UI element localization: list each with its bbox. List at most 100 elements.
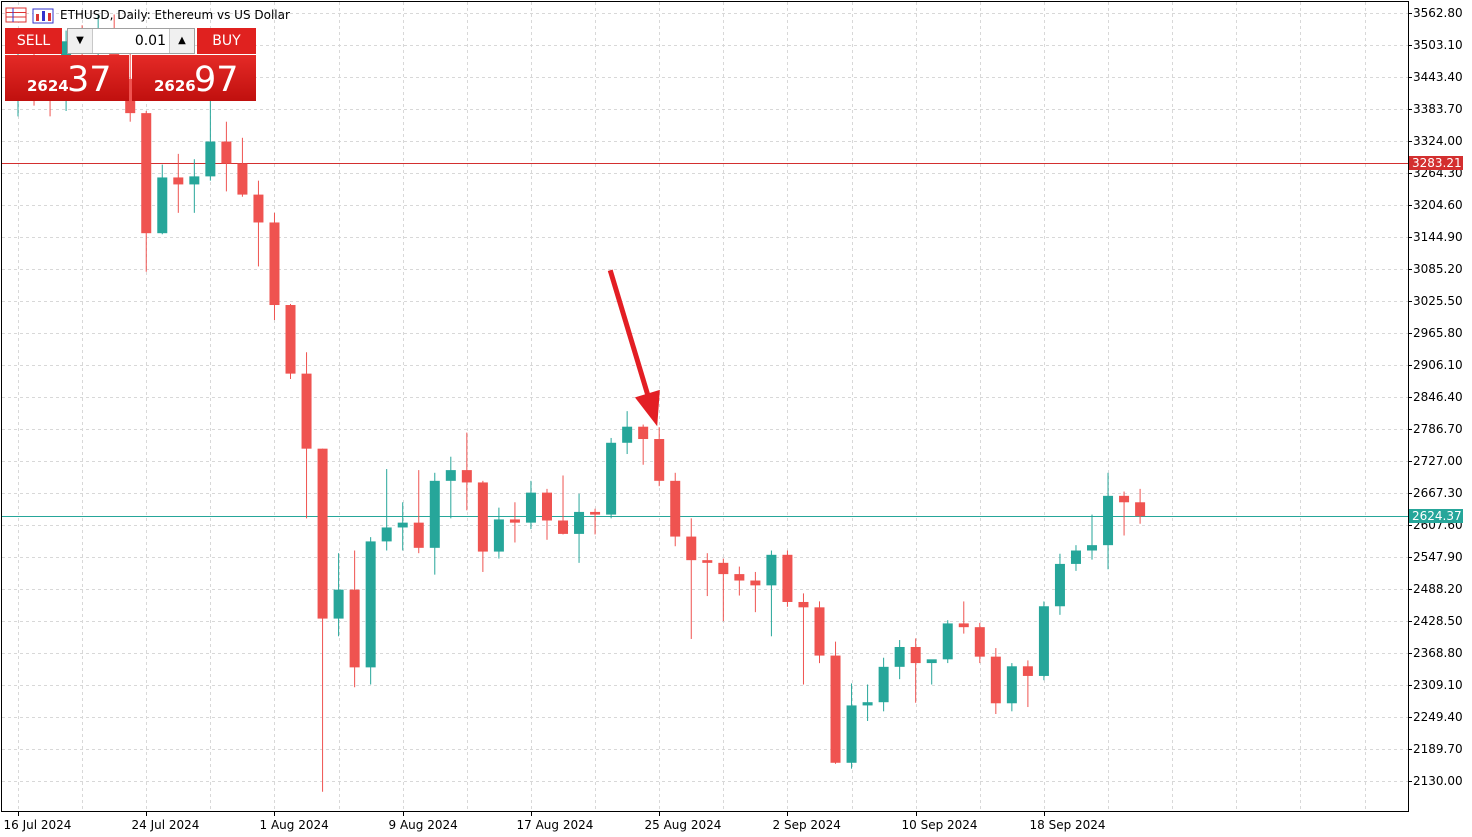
candle-body	[766, 554, 777, 586]
candle	[702, 553, 713, 597]
candle-body	[1103, 495, 1114, 546]
lot-decrease-icon[interactable]: ▼	[68, 29, 93, 53]
candle-body	[381, 527, 392, 542]
candle	[750, 571, 761, 613]
toolbar-grid-icon[interactable]	[5, 7, 27, 23]
sell-price-box[interactable]: 2624 37	[5, 55, 129, 101]
candle	[413, 470, 424, 554]
candle-body	[365, 541, 376, 668]
candle-body	[798, 601, 809, 608]
candle-body	[926, 659, 937, 664]
time-tick-label: 25 Aug 2024	[645, 818, 722, 832]
price-tick-label: 3085.20	[1413, 262, 1463, 276]
candle-body	[413, 522, 424, 548]
candle-body	[1070, 550, 1081, 564]
candle-body	[686, 536, 697, 561]
candle-body	[157, 177, 168, 234]
candle	[285, 303, 296, 379]
candle-body	[1022, 666, 1033, 676]
sell-price-major: 2624	[27, 77, 69, 95]
candle	[622, 411, 633, 455]
annotation-arrow[interactable]	[607, 269, 660, 427]
candle	[509, 502, 520, 543]
price-tick-label: 2667.30	[1413, 486, 1463, 500]
price-tick-label: 2130.00	[1413, 774, 1463, 788]
time-tick-label: 17 Aug 2024	[517, 818, 594, 832]
candle-body	[509, 519, 520, 523]
candle-body	[702, 560, 713, 563]
grid-lines	[2, 2, 1408, 811]
candle	[878, 657, 889, 712]
candle	[734, 566, 745, 596]
sell-button[interactable]: SELL	[5, 28, 62, 54]
candle	[1135, 488, 1146, 524]
candle	[606, 437, 617, 519]
candle	[445, 456, 456, 519]
price-tick-label: 3503.10	[1413, 38, 1463, 52]
candle-body	[333, 589, 344, 619]
candle	[638, 424, 649, 465]
lot-size-input[interactable]: 0.01	[134, 33, 166, 49]
candle	[798, 593, 809, 685]
candle-body	[670, 480, 681, 537]
candle-body	[493, 519, 504, 552]
price-tick-label: 2428.50	[1413, 614, 1463, 628]
candle-body	[942, 623, 953, 660]
arrow-head	[634, 389, 660, 427]
candle-body	[606, 442, 617, 515]
price-tick-label: 2488.20	[1413, 582, 1463, 596]
candle-body	[846, 705, 857, 763]
candle-body	[253, 194, 264, 223]
price-tag	[1409, 509, 1463, 523]
plot-border	[1, 1, 1409, 812]
candle	[157, 164, 168, 235]
time-tick-label: 24 Jul 2024	[132, 818, 200, 832]
candles	[13, 14, 1146, 792]
buy-button[interactable]: BUY	[197, 28, 256, 54]
candle	[1119, 491, 1130, 536]
lot-size-stepper[interactable]: ▼ 0.01 ▲	[67, 28, 195, 54]
time-axis[interactable]: 16 Jul 2024 24 Jul 2024 1 Aug 2024 9 Aug 20…	[4, 811, 1106, 832]
price-axis[interactable]: 3562.803503.103443.403383.703324.003264.…	[1408, 6, 1463, 788]
price-tick-label: 3144.90	[1413, 230, 1463, 244]
candle	[654, 427, 665, 487]
candle-body	[1038, 606, 1049, 676]
candle-body	[173, 177, 184, 185]
candle-body	[1135, 502, 1146, 517]
sell-price-minor: 37	[67, 60, 112, 100]
time-tick-label: 18 Sep 2024	[1030, 818, 1106, 832]
candle	[574, 493, 585, 563]
candle-body	[1119, 495, 1130, 503]
candle	[461, 432, 472, 511]
candle	[317, 448, 328, 792]
time-tick-label: 10 Sep 2024	[902, 818, 978, 832]
candle	[894, 640, 905, 680]
candle-body	[541, 492, 552, 521]
lot-increase-icon[interactable]: ▲	[169, 29, 194, 53]
candle	[974, 622, 985, 664]
chart-title: ETHUSD, Daily: Ethereum vs US Dollar	[60, 8, 290, 22]
candle	[1038, 601, 1049, 681]
candle	[942, 620, 953, 664]
candle	[333, 553, 344, 637]
candle	[349, 550, 360, 688]
candle-body	[878, 666, 889, 703]
candle	[590, 508, 601, 535]
one-click-trade-panel: SELL ▼ 0.01 ▲ BUY 2624 37 2626 97	[5, 28, 256, 101]
candle	[1070, 545, 1081, 571]
candle	[686, 518, 697, 639]
candle-body	[830, 655, 841, 763]
chart-bars-icon[interactable]	[32, 8, 54, 24]
buy-price-major: 2626	[154, 77, 196, 95]
time-tick-label: 2 Sep 2024	[773, 818, 841, 832]
buy-price-box[interactable]: 2626 97	[132, 55, 256, 101]
price-tick-label: 3204.60	[1413, 198, 1463, 212]
candle	[910, 638, 921, 703]
candle	[125, 52, 136, 122]
candle-body	[109, 30, 120, 79]
time-tick-label: 1 Aug 2024	[260, 818, 329, 832]
candle-body	[285, 305, 296, 374]
candle-body	[525, 492, 536, 523]
candle-body	[558, 520, 569, 534]
